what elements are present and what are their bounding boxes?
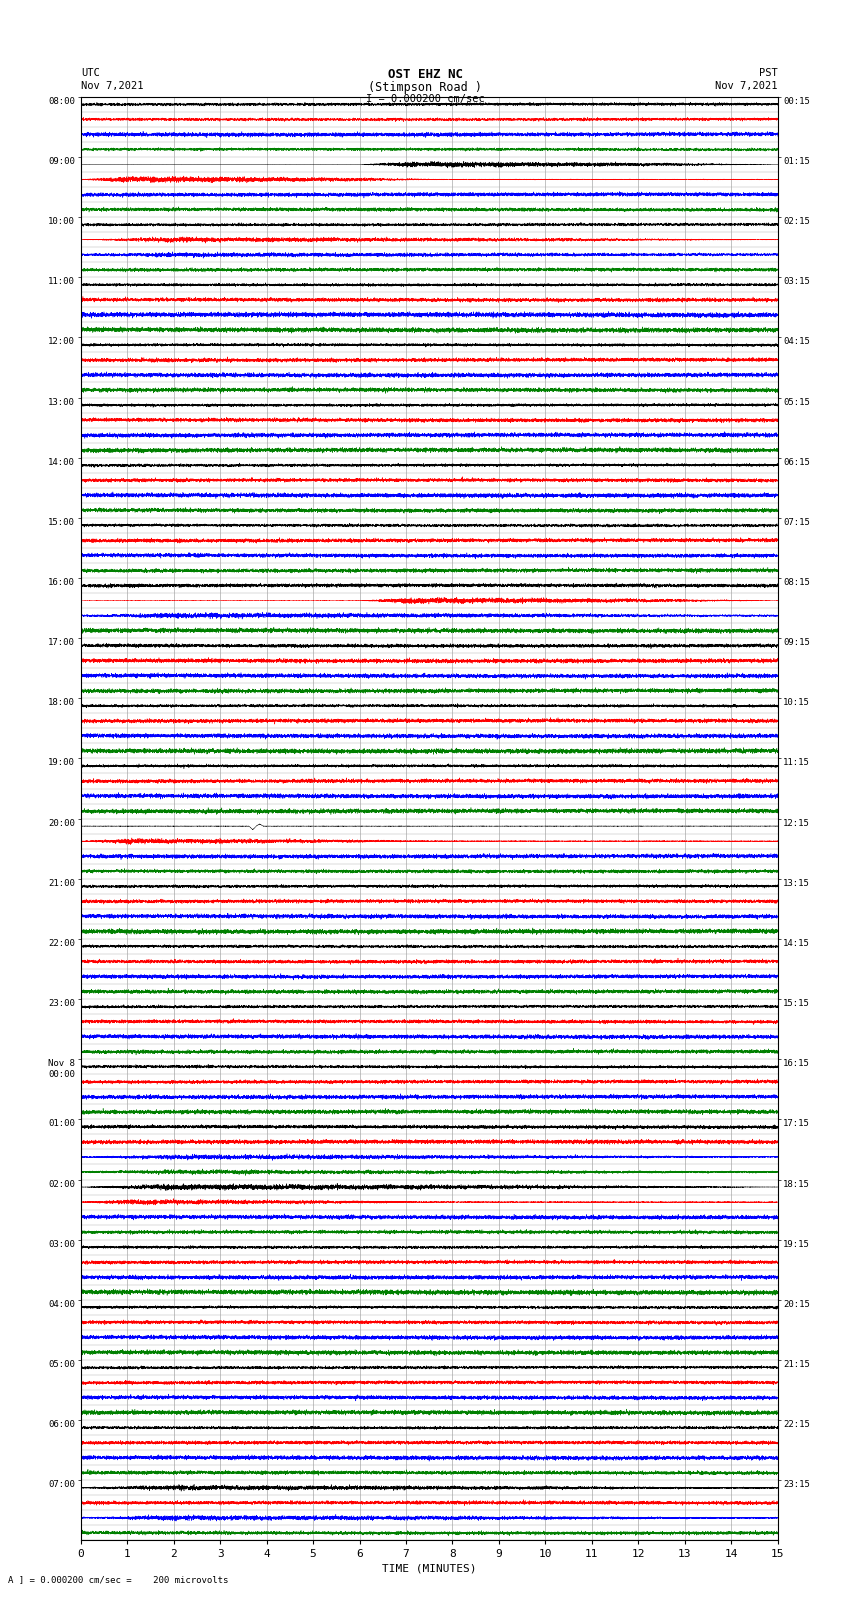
Text: Nov 7,2021: Nov 7,2021 bbox=[715, 81, 778, 90]
Text: I = 0.000200 cm/sec: I = 0.000200 cm/sec bbox=[366, 94, 484, 103]
Text: UTC: UTC bbox=[81, 68, 99, 77]
Text: Nov 7,2021: Nov 7,2021 bbox=[81, 81, 144, 90]
X-axis label: TIME (MINUTES): TIME (MINUTES) bbox=[382, 1563, 477, 1574]
Text: (Stimpson Road ): (Stimpson Road ) bbox=[368, 81, 482, 94]
Text: A ] = 0.000200 cm/sec =    200 microvolts: A ] = 0.000200 cm/sec = 200 microvolts bbox=[8, 1574, 229, 1584]
Text: OST EHZ NC: OST EHZ NC bbox=[388, 68, 462, 81]
Text: PST: PST bbox=[759, 68, 778, 77]
